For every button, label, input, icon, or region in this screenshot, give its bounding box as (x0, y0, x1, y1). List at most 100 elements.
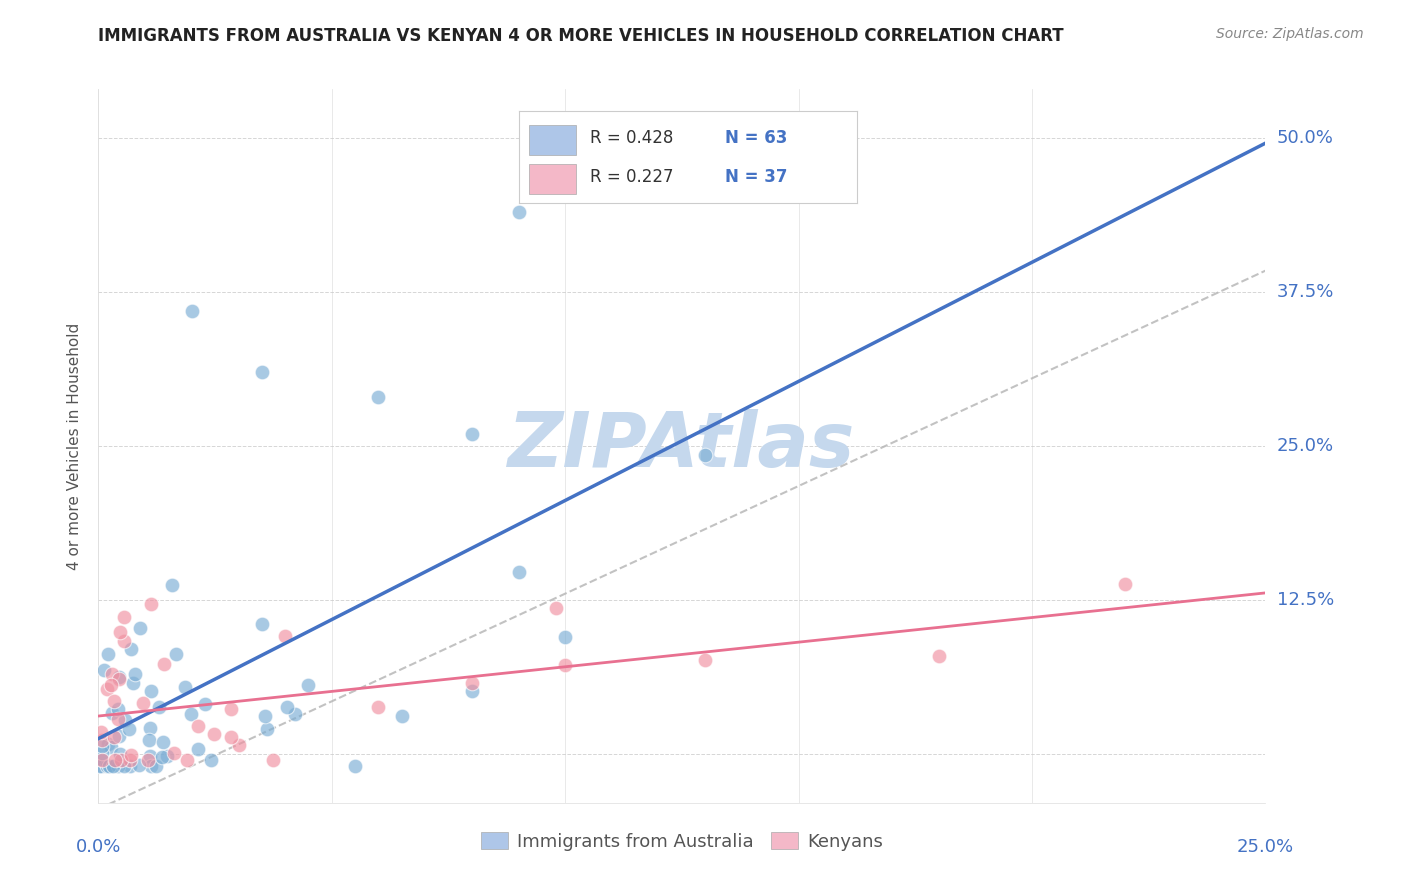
Point (136, 753, 159, 767)
Point (128, 758, 150, 772)
Point (89, 759, 111, 773)
Point (139, 722, 162, 736)
Point (695, 448, 717, 462)
Point (508, 565, 530, 579)
Point (228, 738, 250, 752)
Point (100, 678, 122, 692)
Point (160, 577, 183, 591)
Point (141, 597, 163, 611)
Point (152, 657, 174, 671)
Point (93, 663, 115, 677)
Legend: Immigrants from Australia, Kenyans: Immigrants from Australia, Kenyans (474, 825, 890, 858)
Point (180, 303, 202, 318)
Point (253, 709, 276, 723)
Text: N = 37: N = 37 (725, 169, 787, 186)
Point (120, 747, 142, 762)
Text: R = 0.428: R = 0.428 (589, 129, 673, 147)
Point (150, 750, 173, 764)
Point (121, 676, 143, 690)
Point (274, 629, 297, 643)
Point (90, 759, 112, 773)
Point (219, 702, 242, 716)
Point (219, 730, 242, 744)
Point (554, 630, 576, 644)
Point (104, 753, 127, 767)
FancyBboxPatch shape (529, 164, 576, 194)
Point (173, 680, 195, 694)
Point (107, 729, 129, 743)
Point (193, 697, 215, 711)
Point (461, 676, 484, 690)
Point (187, 719, 209, 733)
Point (97, 647, 120, 661)
Point (108, 625, 131, 640)
Point (256, 723, 278, 737)
Point (112, 634, 135, 648)
FancyBboxPatch shape (529, 126, 576, 155)
Point (91, 739, 114, 754)
Point (101, 706, 124, 720)
Point (97, 759, 120, 773)
Point (176, 753, 198, 767)
Text: ZIPAtlas: ZIPAtlas (508, 409, 856, 483)
Point (91, 746, 114, 760)
Point (152, 735, 174, 749)
Point (97, 737, 120, 751)
Text: Source: ZipAtlas.com: Source: ZipAtlas.com (1216, 27, 1364, 41)
Text: 12.5%: 12.5% (1277, 591, 1334, 609)
Point (101, 759, 124, 773)
Point (367, 390, 389, 404)
Point (118, 753, 141, 767)
Point (508, 205, 530, 219)
Point (138, 748, 160, 763)
Point (107, 712, 129, 726)
Point (148, 700, 170, 714)
Point (262, 753, 284, 767)
Text: N = 63: N = 63 (725, 129, 787, 147)
Point (297, 677, 319, 691)
Point (163, 746, 186, 760)
Text: 25.0%: 25.0% (1277, 437, 1334, 455)
Point (91, 753, 114, 767)
Point (96, 759, 118, 773)
Point (344, 759, 367, 773)
Point (120, 759, 142, 773)
Text: IMMIGRANTS FROM AUSTRALIA VS KENYAN 4 OR MORE VEHICLES IN HOUSEHOLD CORRELATION : IMMIGRANTS FROM AUSTRALIA VS KENYAN 4 OR… (98, 27, 1064, 45)
Point (695, 653, 717, 667)
Point (100, 739, 122, 754)
Point (90, 724, 112, 739)
Point (132, 696, 155, 710)
Point (145, 759, 167, 773)
Text: 37.5%: 37.5% (1277, 283, 1334, 301)
Point (1114, 577, 1136, 591)
Point (250, 365, 273, 379)
Point (124, 667, 146, 681)
Y-axis label: 4 or more Vehicles in Household: 4 or more Vehicles in Household (67, 322, 83, 570)
Point (200, 753, 222, 767)
Point (112, 759, 135, 773)
Point (461, 683, 484, 698)
Point (101, 666, 124, 681)
Point (98, 759, 121, 773)
Point (114, 713, 136, 727)
Point (165, 647, 187, 661)
Point (276, 700, 298, 714)
Point (107, 702, 129, 716)
Point (187, 742, 209, 756)
Point (367, 699, 389, 714)
Point (544, 601, 567, 615)
Point (250, 616, 273, 631)
Point (90, 752, 112, 766)
Point (110, 753, 132, 767)
Point (928, 648, 950, 663)
Point (180, 706, 202, 721)
Point (138, 733, 160, 747)
Point (103, 731, 125, 745)
Point (107, 670, 129, 684)
Point (107, 672, 129, 686)
Point (98, 759, 121, 773)
Point (141, 759, 163, 773)
Point (129, 621, 152, 635)
Point (107, 759, 129, 773)
Point (120, 642, 142, 657)
